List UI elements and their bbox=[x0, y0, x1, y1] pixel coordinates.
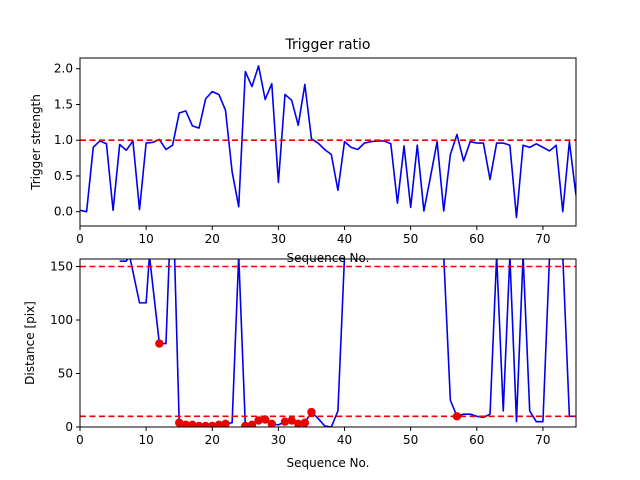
scatter-point bbox=[254, 416, 263, 425]
y-tick-label: 50 bbox=[58, 366, 73, 380]
scatter-point bbox=[267, 419, 276, 427]
scatter-point bbox=[300, 418, 310, 427]
scatter-point bbox=[194, 421, 204, 427]
distance-chart: 0 10 20 30 40 50 60 70 0 50 100 150 Sequence No. D… bbox=[23, 258, 577, 470]
x-tick-label: 50 bbox=[403, 232, 418, 246]
x-tick-label: 70 bbox=[535, 232, 550, 246]
scatter-point bbox=[175, 418, 184, 427]
x-tick-label: 40 bbox=[337, 232, 352, 246]
scatter-point bbox=[221, 419, 230, 427]
scatter-point bbox=[214, 420, 224, 427]
scatter-point bbox=[452, 412, 462, 421]
scatter-point bbox=[260, 415, 270, 424]
scatter-point bbox=[201, 421, 210, 427]
plot-frame bbox=[79, 258, 577, 428]
series-line bbox=[119, 259, 576, 427]
y-tick-label: 1.5 bbox=[54, 97, 73, 111]
x-tick-label: 10 bbox=[138, 433, 153, 447]
y-axis-label: Distance [pix] bbox=[23, 301, 37, 385]
scatter-point bbox=[280, 417, 290, 426]
y-axis-label: Trigger strength bbox=[29, 94, 43, 191]
scatter-point bbox=[155, 339, 164, 348]
y-tick-label: 100 bbox=[50, 313, 73, 327]
series-line bbox=[80, 65, 576, 219]
plot-frame bbox=[79, 57, 577, 227]
x-tick-label: 70 bbox=[535, 433, 550, 447]
y-tick-label: 0 bbox=[65, 420, 73, 434]
x-tick-label: 10 bbox=[138, 232, 153, 246]
y-tick-label: 150 bbox=[50, 259, 73, 273]
x-tick-label: 0 bbox=[76, 433, 84, 447]
x-tick-label: 30 bbox=[271, 433, 286, 447]
scatter-point bbox=[294, 419, 303, 427]
scatter-point bbox=[241, 421, 250, 427]
x-tick-label: 60 bbox=[469, 433, 484, 447]
y-tick-label: 1.0 bbox=[54, 133, 73, 147]
scatter-point bbox=[181, 420, 191, 427]
scatter-point bbox=[188, 420, 197, 427]
x-tick-label: 50 bbox=[403, 433, 418, 447]
x-tick-label: 20 bbox=[205, 433, 220, 447]
scatter-point bbox=[208, 421, 217, 427]
scatter-point bbox=[287, 416, 296, 425]
x-tick-label: 0 bbox=[76, 232, 84, 246]
y-tick-label: 0.5 bbox=[54, 169, 73, 183]
scatter-point bbox=[247, 420, 257, 427]
x-axis-label: Sequence No. bbox=[287, 251, 370, 265]
x-axis-label: Sequence No. bbox=[287, 456, 370, 470]
y-tick-label: 0.0 bbox=[54, 205, 73, 219]
x-tick-label: 30 bbox=[271, 232, 286, 246]
x-tick-label: 40 bbox=[337, 433, 352, 447]
x-tick-label: 60 bbox=[469, 232, 484, 246]
trigger-ratio-chart: Trigger ratio 0 10 20 30 40 50 60 70 0.0 0.5 1.0 1… bbox=[29, 37, 577, 265]
x-tick-label: 20 bbox=[205, 232, 220, 246]
chart-title: Trigger ratio bbox=[284, 37, 370, 53]
scatter-point bbox=[307, 407, 316, 417]
y-tick-label: 2.0 bbox=[54, 62, 73, 76]
